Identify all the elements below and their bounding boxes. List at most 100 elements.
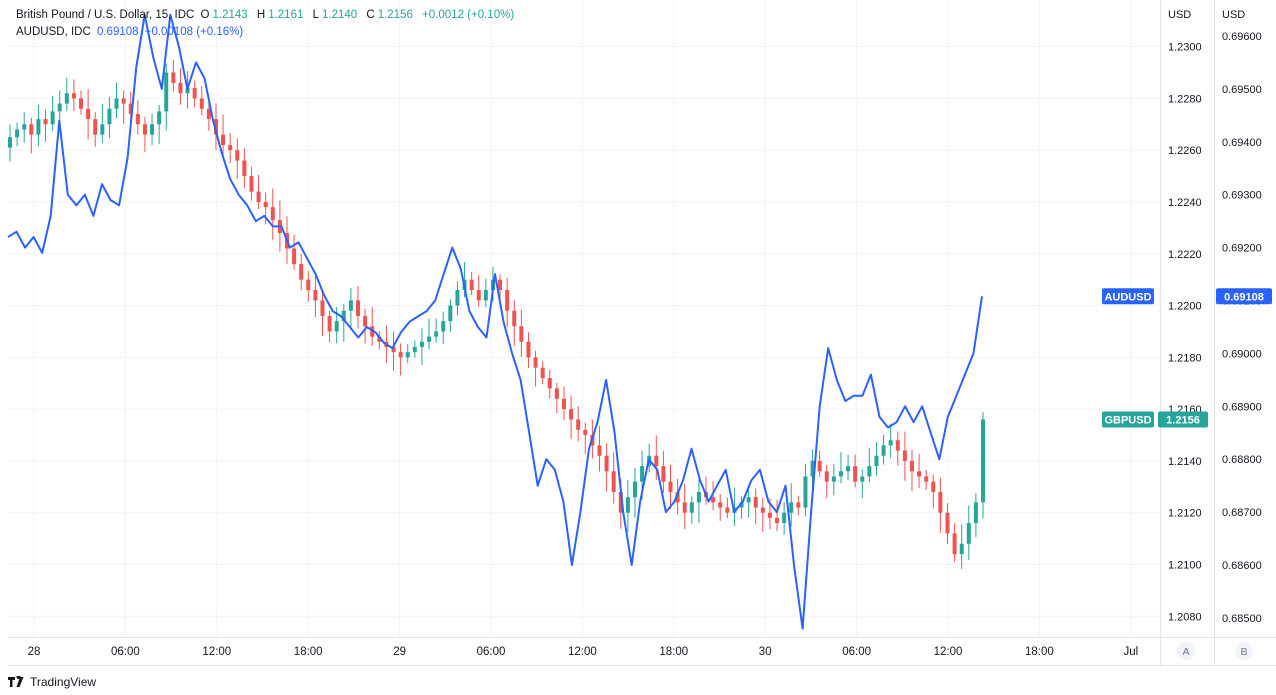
audusd-line (7, 13, 983, 630)
candle-body (363, 315, 368, 327)
candle (846, 454, 851, 480)
audusd-name-tag: AUDUSD (1102, 288, 1154, 305)
candle-body (306, 279, 311, 291)
gbpusd-name-tag-bg (1102, 411, 1154, 428)
candle-body (178, 82, 183, 94)
x-tick-label: 28 (28, 646, 41, 658)
candle-body (789, 502, 794, 513)
candle (348, 288, 353, 330)
candle-body (377, 336, 382, 342)
scale-a-tick-label: 1.2280 (1168, 93, 1202, 105)
scale-b-tick-label: 0.69000 (1222, 348, 1262, 360)
scale-a-tick-label: 1.2100 (1168, 559, 1202, 571)
candle-body (959, 543, 964, 555)
candle (611, 452, 616, 504)
candle (853, 454, 858, 488)
candle-body (888, 440, 893, 446)
candle (405, 344, 410, 364)
candle-body (150, 124, 155, 135)
scale-b-tick-label: 0.69300 (1222, 190, 1262, 202)
candle (43, 109, 48, 142)
candle-body (966, 523, 971, 544)
audusd-legend[interactable]: AUDUSD, IDC 0.69108 +0.00108 (+0.16%) (16, 26, 246, 38)
candle (888, 423, 893, 459)
candle (540, 361, 545, 385)
candle (164, 63, 169, 131)
x-tick-label: 18:00 (659, 646, 688, 658)
candle-body (576, 419, 581, 430)
candle-body (15, 129, 20, 138)
candle (831, 464, 836, 496)
audusd-name-tag-bg (1102, 288, 1154, 305)
candle (746, 489, 751, 518)
x-tick-label: 06:00 (477, 646, 506, 658)
candle (981, 412, 985, 519)
scale-b-button-label: B (1240, 646, 1247, 658)
candle-body (981, 419, 985, 503)
candle (199, 86, 204, 116)
scale-b-button[interactable] (1235, 642, 1253, 660)
candle-body (924, 476, 929, 482)
candle-body (135, 113, 140, 125)
candle-body (739, 502, 744, 508)
candle (57, 90, 62, 121)
candle-body (625, 497, 630, 513)
candle-body (114, 98, 119, 109)
audusd-series-line (7, 13, 983, 630)
candle-body (540, 367, 545, 379)
scale-a-button[interactable] (1177, 642, 1195, 660)
candle-body (292, 248, 297, 265)
gbpusd-open: O 1.2143 (200, 9, 248, 21)
candle-body (391, 346, 396, 353)
candle (71, 79, 76, 112)
candle-body (128, 103, 133, 114)
audusd-name-tag-text: AUDUSD (1104, 291, 1151, 303)
candle (576, 406, 581, 442)
candle-body (455, 290, 460, 306)
candle (50, 95, 55, 131)
candle-body (505, 290, 510, 311)
audusd-legend-name: AUDUSD, IDC (16, 26, 91, 38)
candle-body (675, 491, 680, 503)
candle-body (249, 176, 254, 192)
candle (419, 328, 424, 366)
gbpusd-last-price: 1.2156 (1158, 411, 1208, 428)
candle (625, 479, 630, 533)
candle-body (569, 409, 574, 420)
scale-b-unit: USD (1222, 9, 1245, 21)
candle (15, 122, 20, 147)
candle-body (725, 507, 730, 513)
candle (221, 114, 226, 156)
gbpusd-low: L 1.2140 (312, 9, 358, 21)
tradingview-footer[interactable]: TradingView (8, 675, 96, 689)
candle (675, 479, 680, 515)
candle (36, 104, 41, 147)
candle-body (100, 124, 105, 135)
candle (29, 117, 34, 154)
candle (561, 386, 566, 421)
candle (824, 465, 829, 499)
candle-body (810, 460, 815, 477)
candle-body (554, 388, 559, 399)
candle-body (902, 450, 907, 461)
scale-b-tick-label: 0.69600 (1222, 31, 1262, 43)
candle (363, 308, 368, 344)
grid (8, 0, 1160, 637)
candle (739, 496, 744, 519)
candle-body (909, 460, 914, 472)
candle-body (483, 290, 488, 301)
candle-body (412, 346, 417, 353)
candle (434, 318, 439, 343)
candle (966, 505, 971, 560)
candle (391, 331, 396, 371)
candle-body (661, 466, 666, 482)
candle-body (583, 429, 588, 436)
candle-body (341, 310, 346, 322)
candle-body (192, 88, 197, 99)
candle-body (689, 502, 694, 513)
gbpusd-last-price-bg (1158, 411, 1208, 428)
gbpusd-legend[interactable]: British Pound / U.S. Dollar, 15, IDC O 1.… (16, 9, 517, 21)
candle (93, 112, 98, 147)
candle (711, 481, 716, 511)
